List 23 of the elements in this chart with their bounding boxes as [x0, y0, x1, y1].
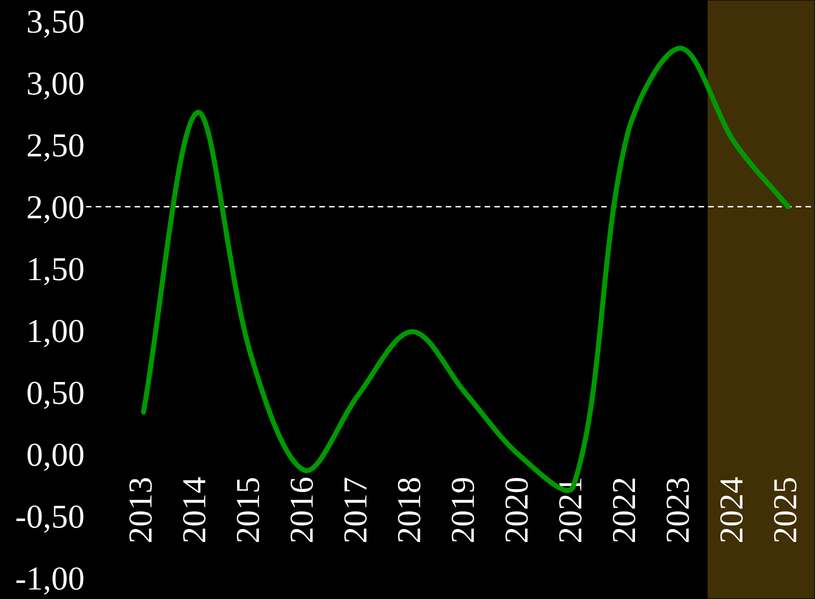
y-tick-label: 3,00 [28, 72, 84, 100]
x-tick-label: 2015 [236, 478, 260, 542]
y-tick-label: 1,00 [29, 320, 84, 348]
y-tick-label: 0,00 [28, 444, 84, 471]
x-tick-label: 2020 [505, 478, 528, 542]
y-tick-label: -1,00 [16, 567, 84, 595]
y-tick-label: 2,50 [28, 134, 84, 162]
x-tick-label: 2022 [612, 478, 636, 542]
y-tick-label: 0,50 [28, 382, 84, 410]
x-tick-label: 2018 [398, 478, 420, 542]
x-tick-label: 2013 [129, 478, 152, 542]
x-tick-label: 2017 [344, 478, 367, 542]
y-tick-label: -0,50 [16, 505, 84, 533]
x-tick-label: 2016 [290, 478, 313, 542]
y-tick-label: 1,50 [29, 258, 84, 286]
x-tick-label: 2023 [666, 478, 690, 542]
x-tick-label: 2019 [452, 478, 474, 542]
y-tick-label: 2,00 [28, 196, 84, 224]
x-tick-label: 2025 [774, 478, 796, 542]
x-tick-label: 2014 [183, 477, 206, 542]
x-tick-label: 2024 [720, 477, 743, 542]
x-tick-label: 2021 [559, 478, 582, 542]
y-tick-label: 3,50 [28, 10, 84, 38]
